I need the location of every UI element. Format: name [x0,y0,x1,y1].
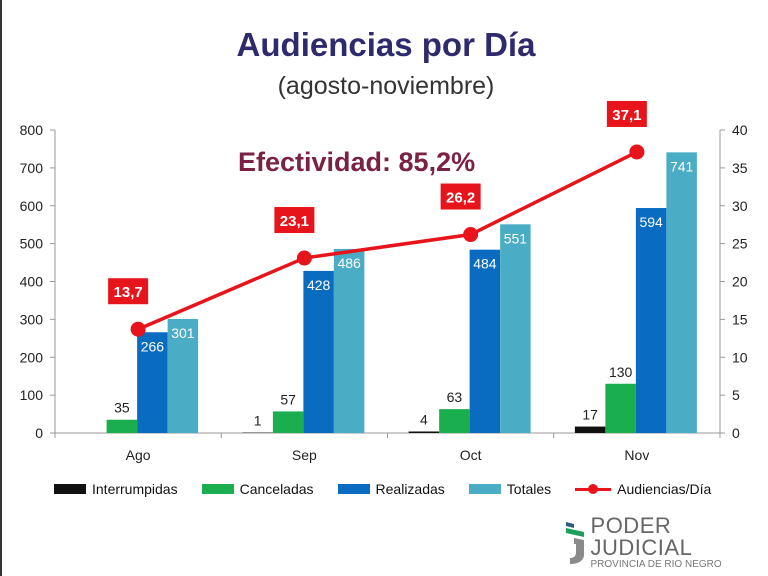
bar-totales [167,318,199,433]
bar-totales [333,248,365,433]
bar-realizadas [137,332,168,433]
bar-interrumpidas [408,431,440,433]
bar-label: 1 [254,413,262,429]
poder-judicial-logo: PODER JUDICIAL PROVINCIA DE RIO NEGRO [564,515,768,571]
line-label: 13,7 [114,284,143,301]
bar-label: 63 [447,389,463,405]
x-tick-label: Oct [460,447,482,463]
legend-item-audiencias-dia: Audiencias/Día [575,481,711,497]
line-point [463,227,479,243]
bar-interrumpidas [574,426,606,433]
right-tick-label: 20 [732,274,748,290]
bar-label: 428 [307,277,331,293]
right-tick-label: 0 [732,425,740,441]
left-tick-label: 800 [20,122,44,138]
legend-item-interrumpidas: Interrumpidas [54,481,178,497]
bar-label: 266 [141,338,165,354]
left-tick-label: 300 [20,311,44,327]
legend: Interrumpidas Canceladas Realizadas Tota… [54,481,735,497]
bar-label: 301 [171,325,195,341]
line-audiencias-dia [137,150,638,331]
bar-totales [666,152,697,433]
right-tick-label: 25 [732,236,748,252]
legend-swatch [337,484,370,494]
right-tick-label: 15 [732,311,748,327]
logo-main-text: PODER JUDICIAL [590,513,693,560]
bar-label: 35 [114,400,130,416]
logo-sub-text: PROVINCIA DE RIO NEGRO [590,559,722,570]
legend-swatch [575,484,612,494]
line-label-box [440,183,481,210]
line-label-box [274,207,315,234]
logo-emblem-icon [566,522,584,564]
bar-realizadas [303,270,334,433]
chart-title: Audiencias por Día [236,26,536,63]
left-tick-label: 600 [20,198,44,214]
bar-label: 17 [582,407,598,423]
bar-canceladas [272,411,304,433]
legend-item-totales: Totales [468,481,552,497]
line-label: 37,1 [612,107,641,124]
bar-label: 594 [639,214,663,230]
left-tick-label: 100 [20,387,44,403]
bar-label: 4 [420,411,428,427]
right-tick-label: 5 [732,387,740,403]
chart-subtitle: (agosto-noviembre) [277,72,495,100]
left-tick-label: 700 [20,160,44,176]
legend-swatch [468,484,501,494]
x-tick-label: Ago [126,447,151,463]
left-tick-label: 400 [20,274,44,290]
bar-label: 130 [609,364,633,380]
left-tick-label: 0 [35,425,43,441]
bar-realizadas [469,249,501,433]
line-point [296,250,312,266]
legend-label: Canceladas [239,481,314,497]
bar-label: 551 [504,230,528,246]
bar-label: 57 [280,391,296,407]
line-label-box [606,100,647,127]
legend-label: Totales [506,481,552,497]
legend-item-canceladas: Canceladas [201,481,314,497]
efectividad-annotation: Efectividad: 85,2% [238,147,476,177]
right-tick-label: 30 [732,198,748,214]
bar-label: 484 [473,256,497,272]
bar-totales [500,224,531,433]
left-tick-label: 500 [20,236,44,252]
legend-item-realizadas: Realizadas [337,481,445,497]
line-label: 23,1 [280,213,309,230]
bar-canceladas [439,409,470,433]
bar-canceladas [605,383,636,433]
legend-swatch [54,484,86,494]
legend-swatch [201,484,234,494]
line-point [629,144,645,160]
bar-label: 741 [670,158,694,174]
right-tick-label: 10 [732,349,748,365]
left-tick-label: 200 [20,349,44,365]
legend-label: Realizadas [375,481,445,497]
bar-label: 486 [337,255,361,271]
x-tick-label: Sep [292,447,317,463]
bar-realizadas [635,208,667,433]
right-tick-label: 40 [732,122,748,138]
line-point [130,321,146,337]
bar-canceladas [106,419,138,433]
line-label: 26,2 [446,190,475,207]
legend-label: Interrumpidas [92,481,178,497]
line-label-box [108,278,149,305]
legend-label: Audiencias/Día [617,481,712,497]
right-tick-label: 35 [732,160,748,176]
x-tick-label: Nov [624,447,649,463]
